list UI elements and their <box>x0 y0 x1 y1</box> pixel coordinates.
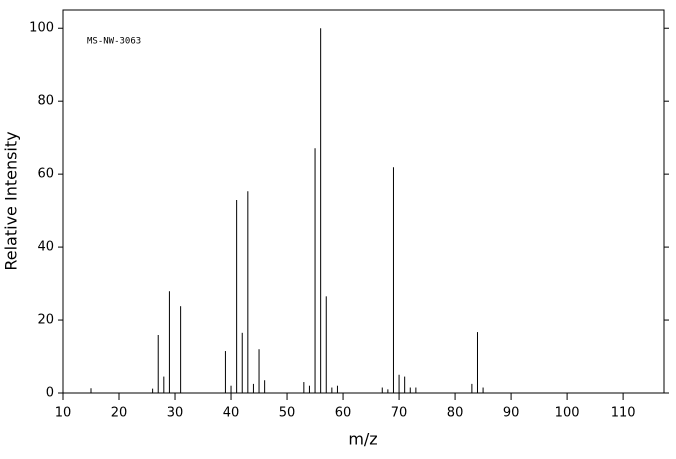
x-tick-label: 10 <box>55 406 72 421</box>
x-tick-label: 30 <box>167 406 184 421</box>
plot-frame <box>62 9 665 394</box>
x-tick-label: 40 <box>223 406 240 421</box>
y-tick-label: 60 <box>37 167 54 182</box>
x-tick-label: 100 <box>555 406 580 421</box>
x-tick-label: 110 <box>611 406 636 421</box>
y-tick-label: 100 <box>29 21 54 36</box>
x-tick-label: 50 <box>279 406 296 421</box>
x-tick-label: 60 <box>335 406 352 421</box>
y-tick-label: 0 <box>46 386 54 401</box>
x-axis-title: m/z <box>348 430 377 449</box>
x-tick-label: 80 <box>447 406 464 421</box>
y-tick-label: 20 <box>37 313 54 328</box>
y-axis-title: Relative Intensity <box>2 131 21 270</box>
x-tick-label: 70 <box>391 406 408 421</box>
x-tick-label: 20 <box>111 406 128 421</box>
y-tick-label: 80 <box>37 94 54 109</box>
annotation: MS-NW-3063 <box>87 37 141 47</box>
x-tick-label: 90 <box>503 406 520 421</box>
y-tick-label: 40 <box>37 240 54 255</box>
